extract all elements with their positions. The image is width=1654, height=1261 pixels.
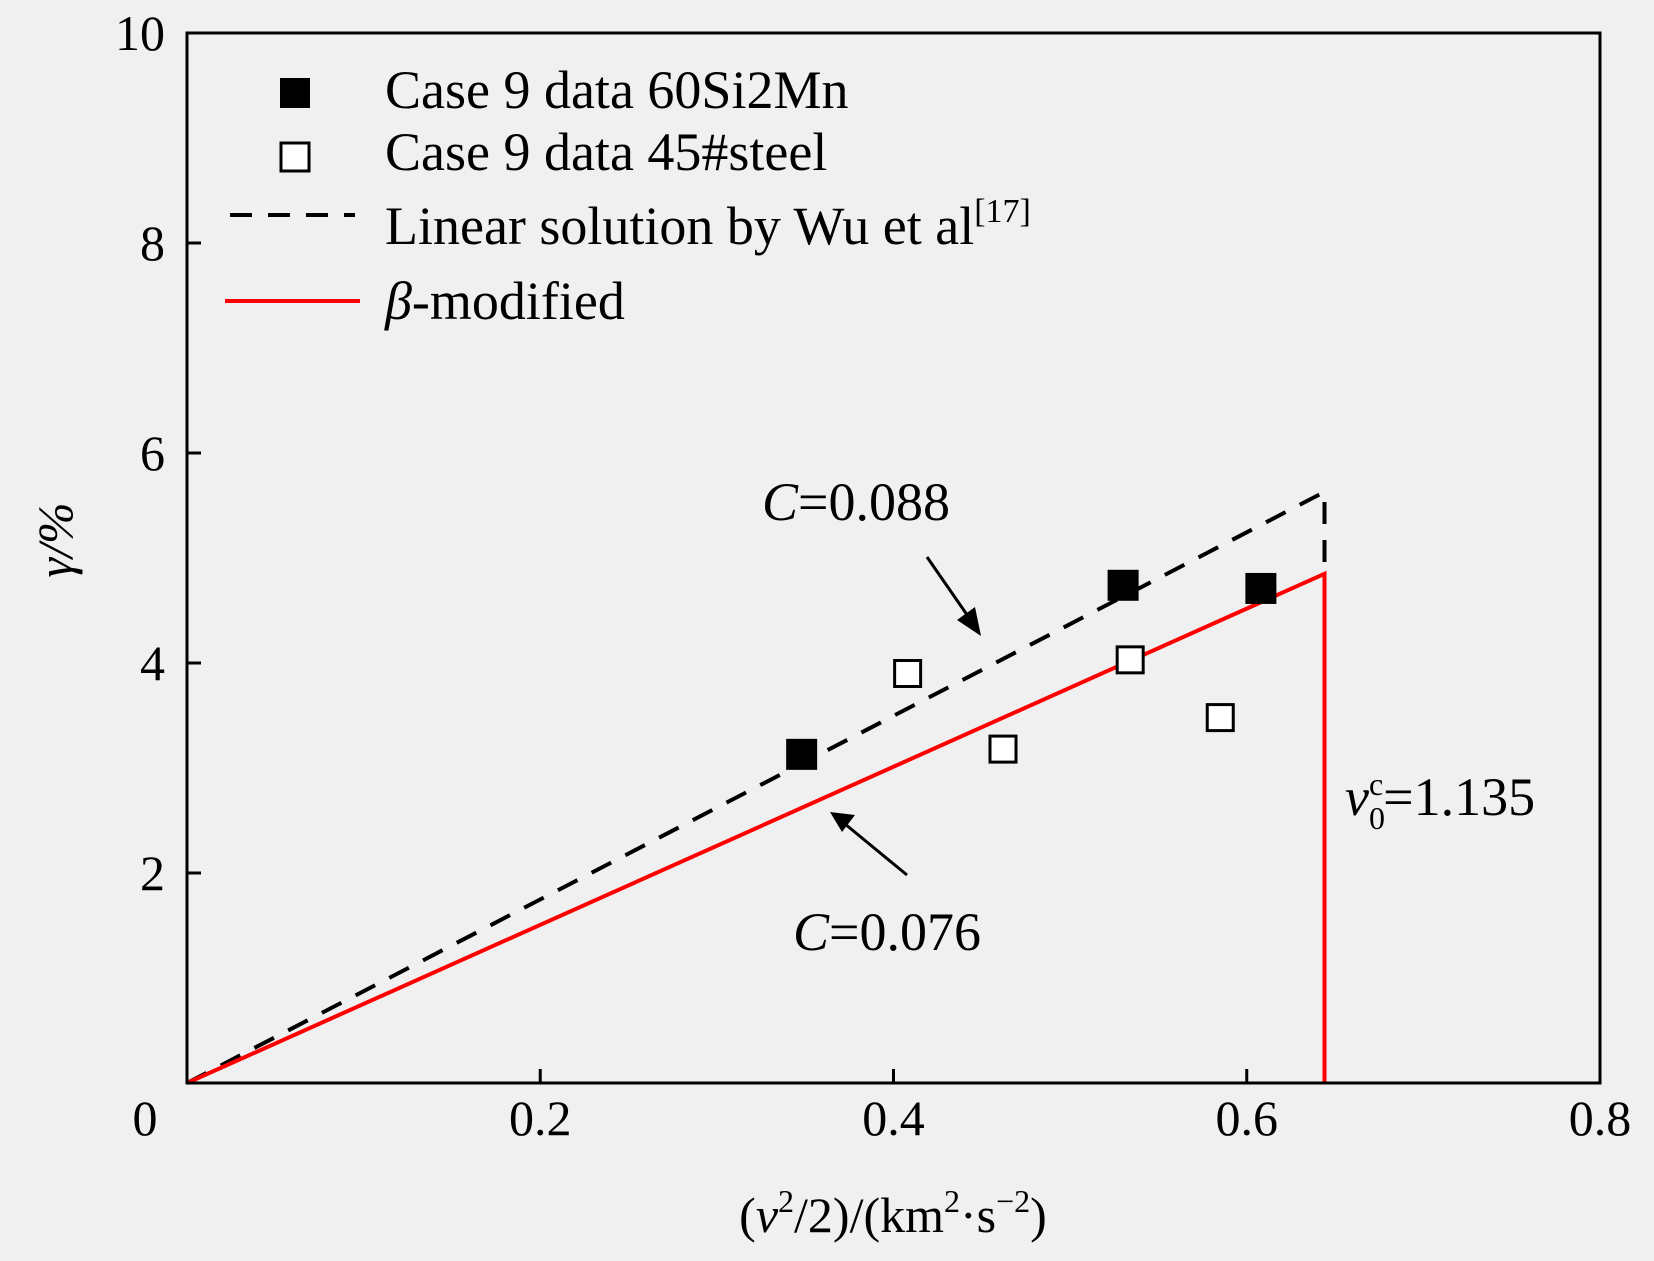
data-point-45-steel [1205,703,1235,733]
y-tick-label: 8 [140,215,165,271]
x-tick-label: 0.8 [1569,1090,1632,1146]
legend-label-60si2mn: Case 9 data 60Si2Mn [385,60,848,120]
legend-label-45-steel: Case 9 data 45#steel [385,122,827,182]
plot-area [186,488,1327,1085]
x-tick-label: 0.6 [1216,1090,1279,1146]
annotation-v0c: v0c=1.135 [1345,766,1535,836]
y-tick-label: 10 [115,5,165,61]
y-tick-label: 4 [140,635,165,691]
arrow-c-0076 [830,812,908,877]
x-tick-label: 0.4 [862,1090,925,1146]
series-line-2 [186,488,1327,1085]
y-axis-title: γ/% [27,502,83,577]
y-tick-label: 6 [140,425,165,481]
legend-marker-60si2mn [280,78,310,108]
x-axis-title: (v2/2)/(km2·s−2) [739,1183,1047,1243]
y-tick-label: 2 [140,845,165,901]
series-line-3 [186,570,1327,1085]
legend-label-wu: Linear solution by Wu et al[17] [385,193,1031,256]
data-point-60si2mn [1245,572,1277,604]
annotation-c-0088: C=0.088 [762,472,950,532]
axis-ticks: 0 0.2 0.4 0.6 0.8 2 4 6 8 10 [115,5,1631,1146]
annotation-c-0076: C=0.076 [793,902,981,962]
data-point-60si2mn [1107,569,1139,601]
legend: Case 9 data 60Si2Mn Case 9 data 45#steel… [225,60,1031,331]
data-point-45-steel [988,734,1018,764]
legend-label-beta: β-modified [384,271,625,331]
data-point-45-steel [893,659,923,688]
x-tick-label: 0 [133,1090,158,1146]
arrow-c-0088 [925,556,981,636]
data-point-60si2mn [786,738,818,770]
legend-marker-45-steel [279,141,311,173]
x-tick-label: 0.2 [509,1090,572,1146]
data-point-45-steel [1115,645,1145,675]
